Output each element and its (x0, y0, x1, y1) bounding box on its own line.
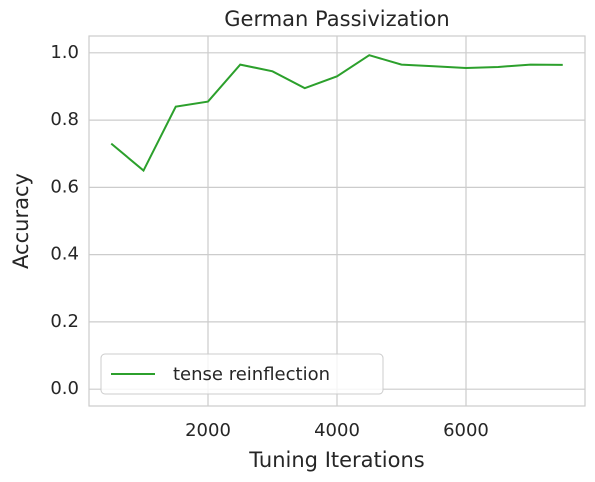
x-tick-label: 4000 (314, 420, 360, 441)
legend-label: tense reinflection (173, 364, 330, 385)
legend-box (100, 353, 384, 395)
y-tick-label: 0.6 (50, 176, 79, 197)
x-axis-label: Tuning Iterations (248, 448, 424, 472)
y-tick-label: 0.2 (50, 311, 79, 332)
y-tick-label: 0.4 (50, 244, 79, 265)
x-tick-label: 6000 (443, 420, 489, 441)
plot-frame (88, 35, 586, 407)
x-tick-label: 2000 (185, 420, 231, 441)
y-tick-label: 0.8 (50, 109, 79, 130)
data-line (110, 54, 563, 173)
y-tick-label: 1.0 (50, 42, 79, 63)
chart-title: German Passivization (224, 7, 449, 31)
y-axis-label: Accuracy (9, 173, 33, 269)
y-tick-label: 0.0 (50, 378, 79, 399)
